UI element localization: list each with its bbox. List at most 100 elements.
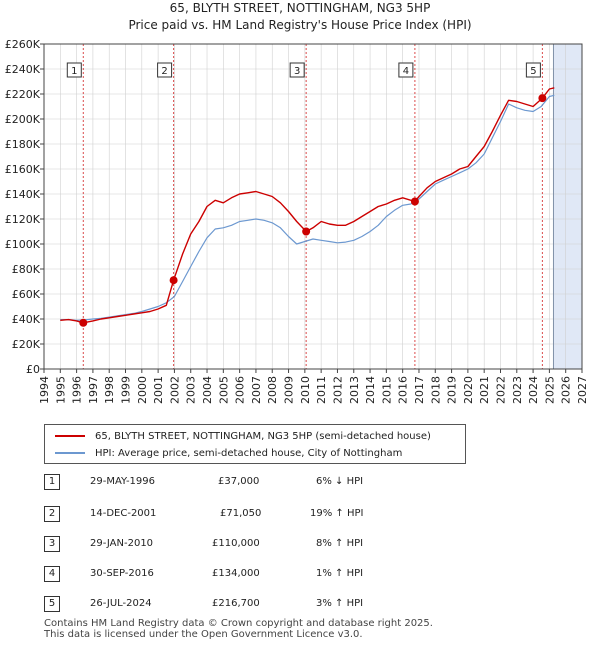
x-tick-label: 2018 xyxy=(429,376,442,404)
x-tick-label: 2013 xyxy=(348,376,361,404)
x-tick-label: 2020 xyxy=(462,376,475,404)
transaction-label-frame xyxy=(289,62,305,78)
x-tick-label: 2007 xyxy=(250,376,263,404)
row-date: 26-JUL-2024 xyxy=(90,598,152,609)
transaction-label-box: 3 xyxy=(289,62,305,78)
x-tick-label: 2016 xyxy=(397,376,410,404)
legend-item-hpi: HPI: Average price, semi-detached house,… xyxy=(55,446,402,460)
x-tick-label: 2014 xyxy=(364,376,377,404)
transaction-label-text: 2 xyxy=(161,66,167,77)
x-tick-label: 2027 xyxy=(576,376,589,404)
legend-item-property: 65, BLYTH STREET, NOTTINGHAM, NG3 5HP (s… xyxy=(55,429,431,443)
x-tick-label: 2004 xyxy=(201,376,214,404)
price-chart: 1 2 3 4 5 £0 £20K £40K £60K £80K £100K £120K £140K £1… xyxy=(5,38,589,404)
row-hpi-change: 3% ↑ HPI xyxy=(316,598,364,609)
transaction-label-frame xyxy=(66,62,82,78)
chart-title: 65, BLYTH STREET, NOTTINGHAM, NG3 5HP xyxy=(169,1,431,15)
row-hpi-change: 1% ↑ HPI xyxy=(316,568,364,579)
row-price: £37,000 xyxy=(218,476,260,487)
x-tick-label: 2008 xyxy=(266,376,279,404)
row-number-badge: 1 xyxy=(44,474,60,490)
y-tick-label: £240K xyxy=(5,63,41,76)
x-tick-label: 2002 xyxy=(168,376,181,404)
x-tick-label: 2001 xyxy=(152,376,165,404)
transaction-label-box: 2 xyxy=(157,62,173,78)
x-tick-label: 1998 xyxy=(103,376,116,404)
y-tick-label: £220K xyxy=(5,88,41,101)
transaction-label-box: 1 xyxy=(66,62,82,78)
x-tick-label: 2010 xyxy=(299,376,312,404)
series-line-hpi xyxy=(60,94,555,321)
y-tick-label: £20K xyxy=(12,338,41,351)
x-tick-label: 2024 xyxy=(527,376,540,404)
row-date: 29-JAN-2010 xyxy=(90,538,154,549)
transaction-label-box: 4 xyxy=(398,62,414,78)
transaction-label-box: 5 xyxy=(525,62,541,78)
x-tick-label: 2023 xyxy=(511,376,524,404)
row-price: £134,000 xyxy=(212,568,260,579)
row-price: £110,000 xyxy=(212,538,260,549)
transaction-point xyxy=(538,94,547,103)
row-hpi-change: 19% ↑ HPI xyxy=(310,508,364,519)
transaction-point xyxy=(79,318,88,327)
y-tick-label: £120K xyxy=(5,213,41,226)
row-date: 29-MAY-1996 xyxy=(90,476,156,487)
x-tick-label: 2006 xyxy=(234,376,247,404)
row-hpi-change: 8% ↑ HPI xyxy=(316,538,364,549)
transaction-label-text: 4 xyxy=(403,66,409,77)
x-tick-label: 1995 xyxy=(54,376,67,404)
legend: 65, BLYTH STREET, NOTTINGHAM, NG3 5HP (s… xyxy=(44,424,466,464)
x-tick-label: 1997 xyxy=(87,376,100,404)
plot-frame xyxy=(43,43,583,370)
x-tick-label: 2003 xyxy=(185,376,198,404)
x-tick-label: 1999 xyxy=(120,376,133,404)
plot-area xyxy=(44,44,582,369)
transaction-label-text: 1 xyxy=(71,66,77,77)
x-tick-label: 1996 xyxy=(71,376,84,404)
x-tick-label: 1994 xyxy=(38,376,51,404)
transaction-label-frame xyxy=(398,62,414,78)
legend-label-property: 65, BLYTH STREET, NOTTINGHAM, NG3 5HP (s… xyxy=(95,430,431,442)
transaction-label-text: 5 xyxy=(530,66,536,77)
row-date: 14-DEC-2001 xyxy=(90,508,157,519)
x-tick-label: 2011 xyxy=(315,376,328,404)
y-tick-label: £180K xyxy=(5,138,41,151)
y-tick-label: £80K xyxy=(12,263,41,276)
row-price: £71,050 xyxy=(220,508,262,519)
transaction-point xyxy=(410,197,419,206)
table-row: 5 26-JUL-2024 £216,700 3% ↑ HPI xyxy=(44,596,464,614)
row-number-badge: 4 xyxy=(44,566,60,582)
x-tick-label: 2000 xyxy=(136,376,149,404)
x-tick-label: 2012 xyxy=(331,376,344,404)
transaction-point xyxy=(302,227,311,236)
transaction-point xyxy=(169,276,178,285)
table-row: 3 29-JAN-2010 £110,000 8% ↑ HPI xyxy=(44,536,464,554)
x-tick-label: 2021 xyxy=(478,376,491,404)
legend-label-hpi: HPI: Average price, semi-detached house,… xyxy=(95,447,403,459)
x-tick-label: 2026 xyxy=(560,376,573,404)
footer-copyright: Contains HM Land Registry data © Crown c… xyxy=(44,618,433,629)
footer-licence: This data is licensed under the Open Gov… xyxy=(44,629,363,640)
y-tick-label: £200K xyxy=(5,113,41,126)
x-tick-label: 2017 xyxy=(413,376,426,404)
x-tick-label: 2025 xyxy=(543,376,556,404)
table-row: 4 30-SEP-2016 £134,000 1% ↑ HPI xyxy=(44,566,464,584)
transaction-label-frame xyxy=(157,62,173,78)
row-date: 30-SEP-2016 xyxy=(90,568,154,579)
row-price: £216,700 xyxy=(212,598,260,609)
y-tick-label: £140K xyxy=(5,188,41,201)
legend-line-property xyxy=(55,435,85,437)
legend-line-hpi xyxy=(55,452,85,454)
x-tick-label: 2009 xyxy=(283,376,296,404)
table-row: 1 29-MAY-1996 £37,000 6% ↓ HPI xyxy=(44,474,464,492)
y-tick-label: £160K xyxy=(5,163,41,176)
transaction-label-frame xyxy=(525,62,541,78)
table-row: 2 14-DEC-2001 £71,050 19% ↑ HPI xyxy=(44,506,464,524)
forecast-shade xyxy=(553,44,582,369)
x-tick-label: 2015 xyxy=(380,376,393,404)
chart-subtitle: Price paid vs. HM Land Registry's House … xyxy=(128,18,472,32)
y-tick-label: £40K xyxy=(12,313,41,326)
y-tick-label: £60K xyxy=(12,288,41,301)
transaction-label-text: 3 xyxy=(294,66,300,77)
x-tick-label: 2019 xyxy=(446,376,459,404)
